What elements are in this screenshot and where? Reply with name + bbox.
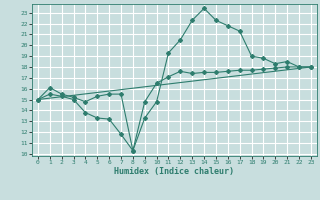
X-axis label: Humidex (Indice chaleur): Humidex (Indice chaleur) xyxy=(115,167,234,176)
